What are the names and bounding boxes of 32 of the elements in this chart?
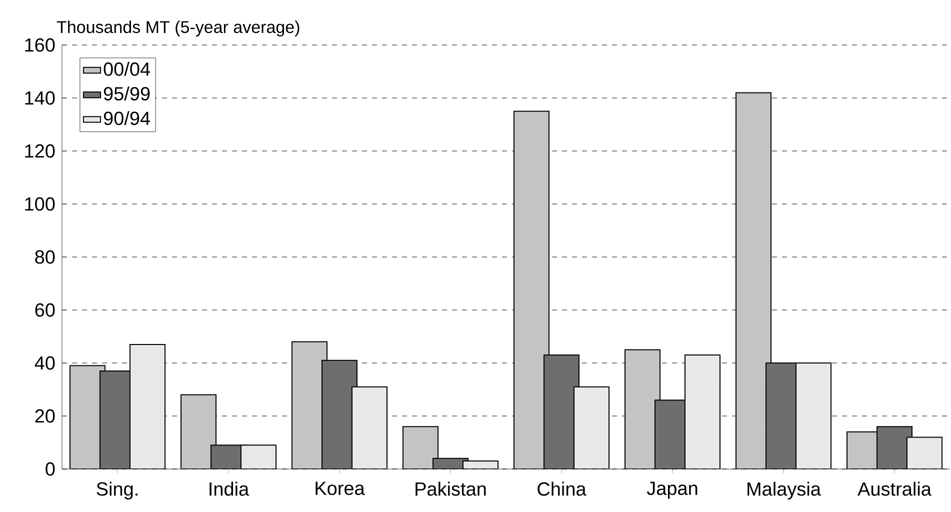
x-tick-label: Pakistan <box>416 482 486 496</box>
x-tick-label: Japan <box>646 482 698 499</box>
bar <box>735 92 772 469</box>
x-tick-label: India <box>210 482 250 496</box>
bar <box>796 362 832 469</box>
bar <box>130 344 166 469</box>
bar <box>574 386 610 469</box>
x-tick-label: Sing. <box>96 482 138 500</box>
legend-label: 95/99 <box>104 86 150 100</box>
y-tick-label: 80 <box>35 250 55 264</box>
bar <box>402 426 438 469</box>
bar <box>513 110 550 469</box>
legend-label: 90/94 <box>104 111 150 126</box>
bar <box>684 354 720 469</box>
y-tick-label: 120 <box>25 144 55 158</box>
bar <box>906 436 942 469</box>
bar <box>352 386 388 469</box>
bar <box>240 444 276 469</box>
y-tick-label: 20 <box>35 409 55 423</box>
x-tick-label: Malaysia <box>748 482 821 500</box>
y-tick-label: 140 <box>25 91 55 105</box>
y-tick-label: 60 <box>35 303 55 317</box>
x-tick-label: Korea <box>316 482 365 496</box>
x-tick-label: Australia <box>858 482 932 496</box>
bar <box>180 394 216 469</box>
y-tick-label: 40 <box>34 356 55 370</box>
y-tick-label: 0 <box>46 462 55 476</box>
legend-label: 00/04 <box>104 62 150 76</box>
y-axis-title: Thousands MT (5-year average) <box>56 20 300 36</box>
y-tick-label: 160 <box>25 38 55 52</box>
x-tick-label: China <box>538 482 586 496</box>
y-tick-label: 100 <box>25 197 55 211</box>
